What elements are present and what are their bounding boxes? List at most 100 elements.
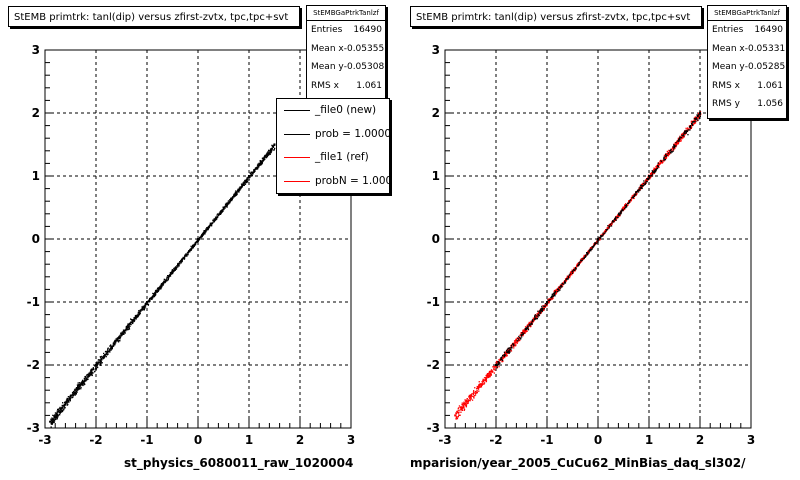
right-data-point [624, 204, 626, 206]
left-data-point [192, 247, 194, 249]
left-data-point [55, 415, 58, 417]
left-data-point [116, 337, 118, 339]
right-data-point [676, 143, 678, 145]
left-data-point [269, 152, 271, 154]
left-data-point [181, 258, 183, 260]
left-data-point [120, 335, 123, 337]
right-data-point [692, 120, 694, 122]
left-data-point [80, 384, 82, 386]
right-data-point [566, 276, 569, 278]
right-data-point [594, 243, 596, 246]
right-data-point [501, 359, 504, 361]
left-data-point [246, 177, 248, 179]
left-data-point [251, 174, 253, 177]
right-data-point [482, 382, 484, 384]
right-data-point [580, 261, 582, 263]
left-data-point [103, 356, 105, 358]
right-data-point [555, 289, 557, 291]
left-data-point [185, 253, 187, 255]
left-data-point [163, 280, 165, 283]
right-data-point [652, 171, 654, 174]
left-x-tick-label: -2 [89, 433, 102, 447]
left-data-point [130, 321, 132, 323]
left-data-point [80, 382, 82, 385]
left-x-tick-label: 2 [296, 433, 304, 447]
right-data-point [603, 231, 605, 234]
left-data-point [158, 288, 160, 290]
right-data-point [526, 330, 528, 332]
right-data-point [628, 201, 630, 203]
right-data-point [689, 129, 691, 131]
left-data-point [51, 421, 53, 423]
right-data-point [517, 337, 519, 339]
right-stats-row: RMS x 1.061 [712, 80, 783, 91]
right-data-point [680, 140, 682, 142]
right-data-point [463, 404, 465, 406]
left-data-point [71, 395, 73, 397]
right-data-point [683, 131, 685, 134]
left-data-point [271, 147, 273, 149]
right-data-point [661, 161, 663, 163]
left-data-point [225, 203, 227, 205]
left-data-point [242, 182, 244, 184]
left-data-point [79, 384, 81, 387]
right-data-point [523, 329, 525, 331]
right-stats-row: Entries 16490 [712, 25, 783, 35]
right-data-point [502, 357, 504, 359]
left-data-point [259, 164, 261, 166]
left-data-point [156, 288, 159, 290]
left-data-point [96, 361, 98, 363]
right-data-point [612, 220, 614, 222]
left-data-point [137, 311, 139, 314]
right-data-point [656, 166, 658, 169]
left-data-point [111, 345, 113, 348]
right-data-point [595, 242, 597, 245]
left-data-point [184, 257, 186, 259]
right-data-point [478, 385, 480, 387]
right-data-point [513, 340, 516, 342]
left-data-point [221, 211, 223, 213]
left-data-point [111, 348, 113, 350]
right-data-point [498, 360, 500, 363]
right-data-point [649, 176, 652, 179]
right-data-point [647, 178, 650, 180]
right-data-point [564, 281, 566, 283]
left-data-point [151, 298, 153, 300]
left-data-point [91, 369, 93, 372]
right-data-point [518, 337, 520, 339]
right-data-point [579, 260, 582, 262]
right-data-point [678, 139, 680, 141]
left-data-point [190, 245, 192, 247]
left-data-point [161, 286, 163, 288]
right-y-tick-label: 2 [432, 106, 440, 120]
right-data-point [498, 363, 500, 366]
left-data-point [260, 163, 263, 165]
left-data-point [82, 382, 84, 384]
left-data-point [74, 388, 76, 390]
right-data-point [656, 166, 658, 168]
left-data-point [175, 268, 177, 270]
right-data-point [548, 299, 550, 302]
left-stats-row: Mean y -0.05308 [311, 62, 385, 72]
left-data-point [223, 208, 225, 210]
left-data-point [243, 183, 245, 185]
left-data-point [139, 311, 141, 313]
left-data-point [256, 164, 259, 166]
right-data-point [661, 160, 663, 163]
left-data-point [50, 423, 53, 425]
right-data-point [694, 116, 697, 118]
left-data-point [73, 389, 76, 391]
left-data-point [266, 154, 268, 156]
left-data-point [139, 312, 141, 315]
right-data-point [567, 278, 569, 280]
right-data-point [682, 133, 685, 135]
left-data-point [254, 170, 256, 172]
left-data-point [221, 209, 223, 211]
right-data-point [556, 291, 558, 293]
right-data-point [654, 171, 657, 173]
left-data-point [244, 183, 247, 185]
left-data-point [135, 317, 137, 319]
right-data-point [547, 299, 549, 301]
right-data-point [682, 137, 684, 139]
right-data-point [521, 334, 523, 336]
